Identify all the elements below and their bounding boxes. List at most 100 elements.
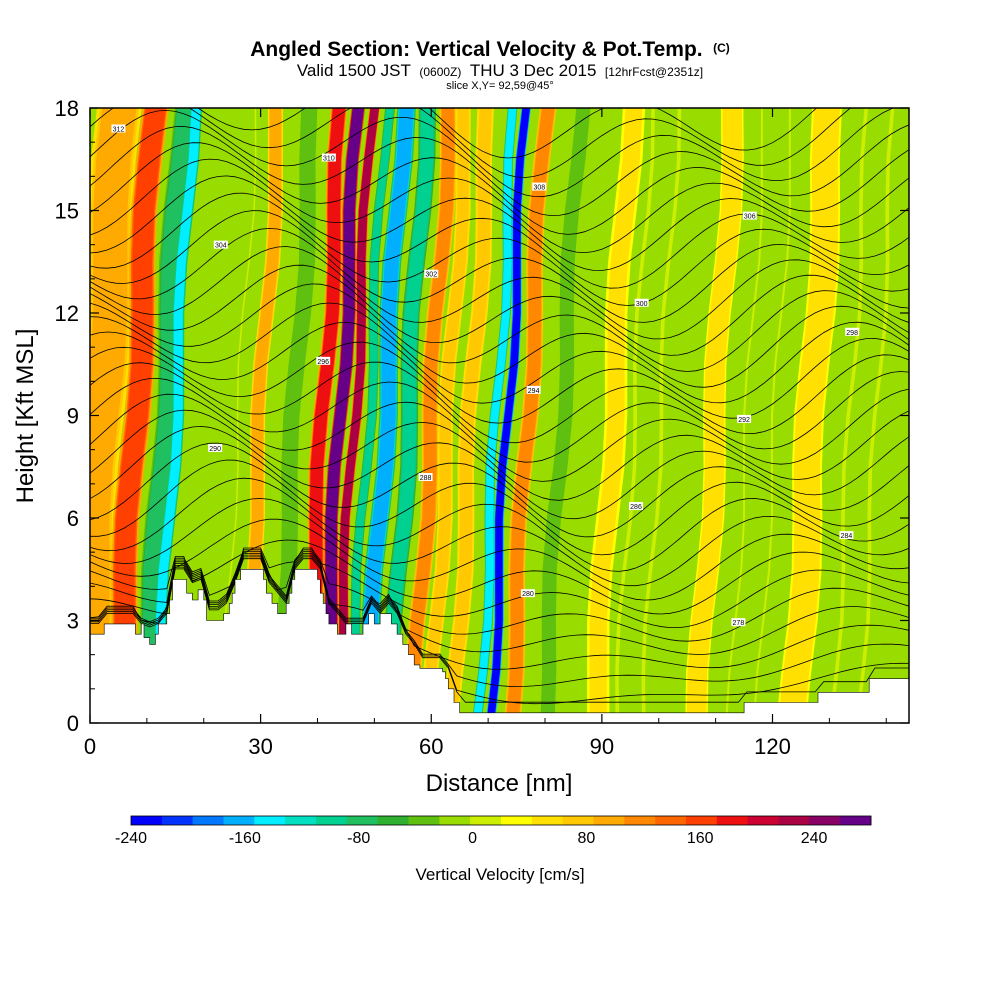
colorbar-swatch [562, 816, 594, 825]
isentrope-value: 290 [209, 446, 221, 453]
y-tick-label: 18 [55, 96, 79, 121]
isentrope-label: 312 [111, 124, 126, 134]
isentrope-label: 304 [213, 240, 228, 250]
colorbar-swatch [655, 816, 687, 825]
isentrope-label: 278 [731, 618, 746, 627]
isentrope-label: 302 [424, 269, 439, 279]
isentrope-label: 300 [634, 298, 649, 308]
velocity-band [90, 108, 137, 723]
colorbar-swatch [624, 816, 656, 825]
axes: 0 30 60 90 120 0 3 6 9 12 15 18 [55, 96, 909, 759]
velocity-band [443, 108, 492, 723]
isentrope-value: 286 [630, 504, 642, 511]
x-axis-label: Distance [nm] [426, 770, 573, 797]
y-tick-label: 12 [55, 301, 79, 326]
isentrope-value: 278 [733, 620, 745, 627]
isentrope-label: 288 [418, 473, 433, 482]
colorbar-swatch [131, 816, 163, 825]
chart-title: Angled Section: Vertical Velocity & Pot.… [250, 38, 730, 61]
velocity-band [405, 108, 455, 723]
y-tick-label: 9 [67, 404, 79, 429]
isentrope-label: 284 [839, 531, 854, 540]
isentrope-label: 290 [208, 443, 223, 453]
chart-slice-label: slice X,Y= 92,59@45° [446, 80, 554, 92]
velocity-band [363, 108, 414, 723]
colorbar-swatch [408, 816, 440, 825]
colorbar-tick-label: 0 [468, 830, 477, 847]
colorbar-frame [130, 815, 872, 826]
colorbar-swatch [716, 816, 749, 825]
colorbar-swatch [254, 816, 286, 825]
plot-area: 312 310 308 306 304 302 300 298 296 294 292 290 288 2… [90, 108, 909, 723]
isentrope-line [90, 158, 909, 254]
colorbar-swatch [593, 816, 625, 825]
isentrope-line [90, 283, 909, 372]
isentrope-line [90, 442, 909, 538]
colorbar: -240 -160 -80 0 80 160 240 [115, 815, 872, 847]
velocity-field [90, 108, 895, 723]
isentrope-contours: 312 310 308 306 304 302 300 298 296 294 292 290 288 2… [90, 108, 909, 705]
colorbar-tick-label: -80 [347, 830, 370, 847]
chart-subtitle: Valid 1500 JST (0600Z) THU 3 Dec 2015 [1… [297, 61, 703, 80]
colorbar-swatch [285, 816, 317, 825]
colorbar-title: Vertical Velocity [cm/s] [415, 865, 584, 884]
isentrope-line [90, 551, 909, 655]
colorbar-swatch [223, 816, 255, 825]
isentrope-line [90, 425, 909, 520]
isentrope-line [90, 556, 909, 705]
y-tick-label: 3 [67, 609, 79, 634]
velocity-band [188, 108, 244, 723]
isentrope-line [90, 539, 909, 615]
isentrope-line [197, 108, 818, 159]
colorbar-swatch [439, 816, 471, 825]
isentrope-line [90, 498, 909, 587]
y-tick-label: 6 [67, 506, 79, 531]
velocity-band [486, 108, 530, 723]
colorbar-swatch [531, 816, 564, 825]
isentrope-line [90, 371, 909, 463]
colorbar-swatch [686, 816, 718, 825]
isentrope-line [90, 409, 909, 501]
x-tick-label: 120 [754, 734, 791, 759]
isentrope-value: 310 [323, 156, 335, 163]
isentrope-line [90, 552, 909, 670]
velocity-band [687, 108, 742, 723]
velocity-band [540, 108, 591, 723]
isentrope-label: 306 [742, 211, 757, 221]
isentrope-label: 296 [316, 356, 331, 366]
velocity-band [421, 108, 469, 723]
velocity-band [221, 108, 275, 723]
isentrope-label: 294 [526, 385, 541, 395]
isentrope-label: 286 [629, 502, 643, 511]
isentrope-line [90, 477, 909, 572]
colorbar-tick-label: 160 [687, 830, 714, 847]
isentrope-value: 308 [533, 185, 545, 192]
isentrope-line [90, 264, 909, 356]
velocity-band [472, 108, 517, 723]
colorbar-swatch [161, 816, 194, 825]
velocity-band [296, 108, 346, 723]
velocity-band [618, 108, 678, 723]
isentrope-value: 298 [846, 330, 858, 337]
isentrope-line [90, 337, 909, 424]
x-tick-label: 90 [590, 734, 614, 759]
isentrope-label: 310 [321, 153, 336, 163]
velocity-band [266, 108, 317, 723]
velocity-band [141, 108, 194, 723]
velocity-band [155, 108, 201, 723]
colorbar-tick-label: -240 [115, 830, 147, 847]
isentrope-label: 298 [845, 327, 860, 337]
isentrope-line [90, 142, 909, 235]
isentrope-label: 292 [737, 414, 752, 424]
isentrope-line [90, 321, 909, 404]
isentrope-value: 306 [744, 214, 756, 221]
isentrope-value: 302 [425, 272, 437, 279]
isentrope-value: 312 [113, 127, 125, 134]
velocity-band [350, 108, 394, 723]
isentrope-line [90, 354, 909, 444]
isentrope-line [90, 246, 909, 340]
isentrope-value: 294 [528, 388, 540, 395]
isentrope-value: 296 [317, 359, 329, 366]
colorbar-swatch [316, 816, 348, 825]
